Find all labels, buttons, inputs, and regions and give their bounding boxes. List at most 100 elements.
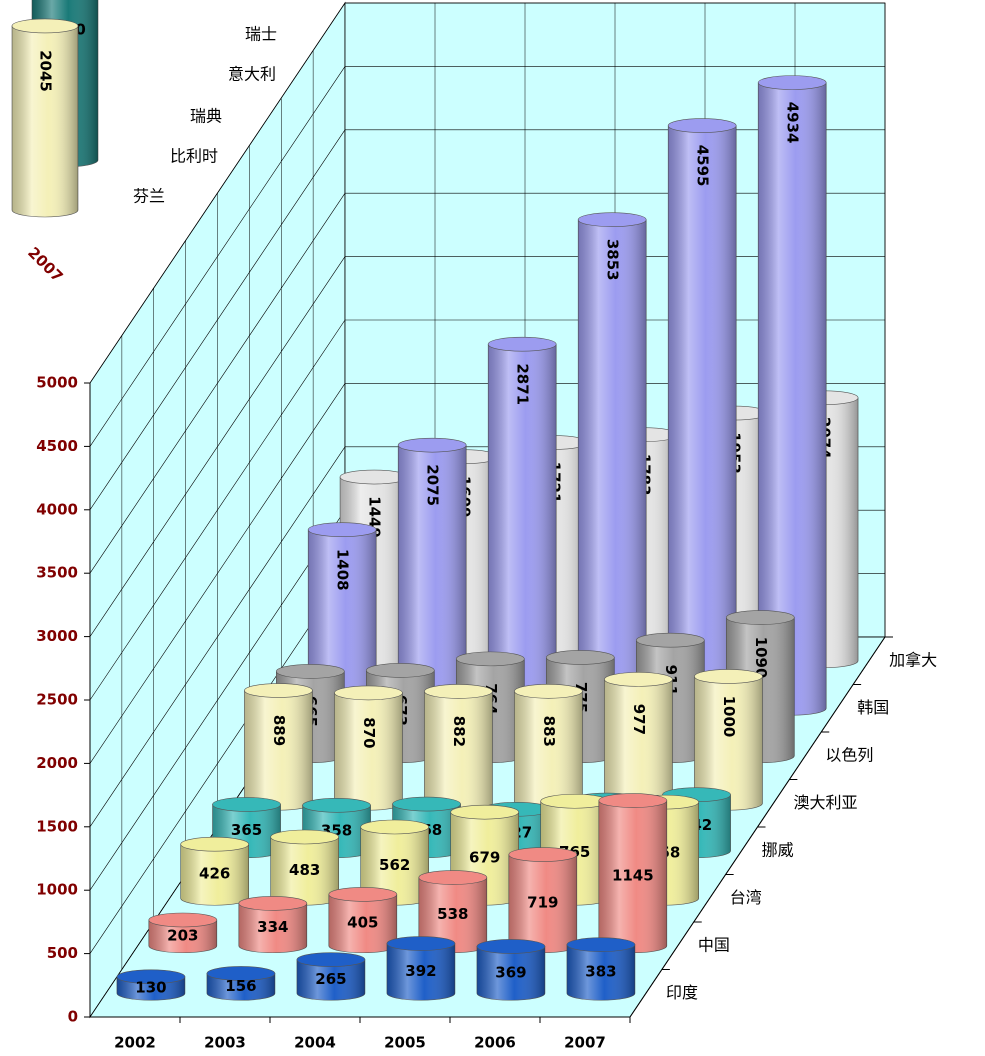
y-tick-label: 1500	[36, 817, 78, 835]
series-label: 加拿大	[889, 650, 937, 669]
bar-top	[148, 912, 218, 928]
y-tick-label: 500	[47, 944, 78, 962]
bar	[598, 793, 668, 954]
bar	[476, 939, 546, 1001]
bar	[116, 969, 186, 1001]
y-tick-label: 0	[68, 1008, 78, 1026]
x-tick-label: 2005	[384, 1034, 426, 1052]
bar-shade	[270, 837, 339, 906]
bar	[11, 18, 79, 218]
data-label: 392	[405, 962, 436, 980]
y-tick-label: 1000	[36, 881, 78, 899]
data-label: 405	[347, 914, 378, 932]
x-tick-label: 2004	[294, 1034, 336, 1052]
data-label: 1408	[334, 549, 352, 591]
bar-shade	[694, 676, 763, 811]
bar-top	[11, 18, 79, 34]
y-tick-label: 5000	[36, 374, 78, 392]
bar	[566, 937, 636, 1001]
data-label: 2871	[514, 363, 532, 405]
x-tick-label: 2007	[24, 244, 66, 286]
data-label: 538	[437, 905, 468, 923]
data-label: 426	[199, 865, 230, 883]
bar-top	[366, 663, 435, 678]
bar-top	[456, 651, 525, 667]
bar	[238, 896, 308, 954]
bar	[206, 966, 276, 1001]
bar-top	[450, 804, 519, 820]
bar	[418, 870, 488, 954]
data-label: 562	[379, 856, 410, 874]
series-label: 意大利	[228, 65, 276, 84]
bar-top	[424, 684, 493, 699]
bar	[397, 437, 467, 716]
bar-shade	[514, 691, 583, 811]
bar-shade	[238, 903, 307, 953]
x-tick-label: 2003	[204, 1034, 246, 1052]
bar-top	[694, 669, 763, 684]
bar-top	[397, 437, 467, 453]
bar-top	[206, 966, 276, 981]
bar	[180, 836, 249, 906]
bar-shade	[386, 943, 455, 1001]
bar	[604, 672, 673, 811]
bar-top	[302, 798, 371, 813]
series-label: 印度	[666, 983, 698, 1002]
data-label: 130	[135, 979, 166, 997]
bar-shade	[334, 692, 403, 811]
data-label: 889	[270, 715, 288, 746]
bar-shade	[328, 894, 397, 953]
bar-shade	[598, 800, 667, 953]
y-tick-label: 2000	[36, 754, 78, 772]
series-label: 挪威	[762, 840, 794, 859]
bar-shade	[476, 946, 545, 1001]
x-tick-label: 2007	[564, 1034, 606, 1052]
bar-top	[540, 793, 609, 809]
bar	[508, 847, 578, 954]
bar-shade	[758, 82, 827, 716]
data-label: 1145	[612, 867, 654, 885]
bar-top	[667, 118, 737, 133]
bar-top	[636, 632, 705, 648]
bar-shade	[12, 25, 78, 218]
bar-top	[476, 939, 546, 954]
bar-shade	[206, 973, 275, 1001]
bar-top	[116, 969, 186, 985]
data-label: 882	[450, 716, 468, 747]
bar-top	[546, 650, 615, 665]
y-tick-label: 4000	[36, 500, 78, 518]
series-label: 比利时	[170, 147, 218, 166]
bar-top	[726, 610, 795, 625]
series-label: 韩国	[857, 698, 889, 717]
bar	[386, 936, 456, 1001]
data-label: 4595	[694, 145, 712, 187]
bar	[360, 819, 429, 906]
bar	[334, 685, 403, 811]
data-label: 1090	[752, 637, 770, 679]
data-label: 719	[527, 894, 558, 912]
bar-top	[276, 664, 345, 679]
bar-shade	[488, 344, 557, 716]
bar-top	[514, 683, 583, 699]
series-label: 台湾	[730, 888, 762, 907]
data-label: 1000	[720, 696, 738, 738]
bar-shade	[398, 445, 467, 716]
data-label: 870	[360, 717, 378, 748]
bar-shade	[508, 854, 577, 953]
x-tick-label: 2002	[114, 1034, 156, 1052]
data-label: 2075	[424, 464, 442, 506]
bar-shade	[180, 844, 249, 906]
data-label: 383	[585, 962, 616, 980]
bar-shade	[148, 920, 217, 953]
y-tick-label: 3500	[36, 564, 78, 582]
bar-shade	[578, 219, 647, 716]
data-label: 203	[167, 926, 198, 944]
bar-shade	[424, 691, 493, 811]
series-label: 瑞士	[245, 25, 277, 44]
series-label: 瑞典	[190, 107, 222, 126]
series-label: 芬兰	[133, 187, 165, 206]
x-tick-label: 2006	[474, 1034, 516, 1052]
bar-top	[270, 829, 339, 845]
data-label: 977	[630, 704, 648, 735]
